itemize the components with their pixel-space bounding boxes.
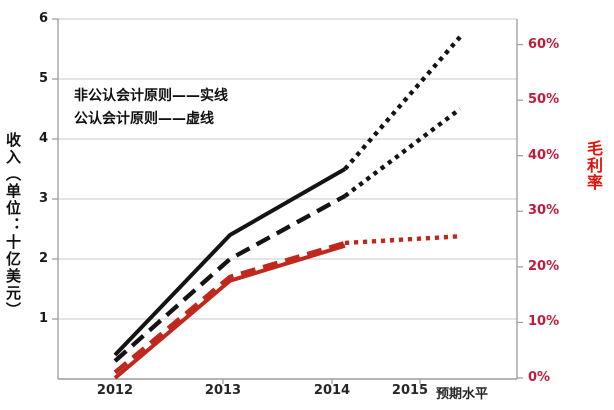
series-非公认会计原则收入-预期点线 [343,35,462,171]
legend-item-non-gaap-solid: 非公认会计原则——实线 [74,88,228,104]
right-axis-tick-label: 10% [528,314,560,330]
series-公认会计原则收入-预期点线 [343,107,462,198]
right-axis-title: 毛利率 [584,140,603,191]
right-axis-tick-label: 0% [528,370,551,385]
series-公认会计原则毛利率-虚线 [113,240,346,375]
left-axis-tick-label: 6 [38,11,48,26]
left-axis-tick-label: 3 [38,191,48,206]
x-axis-tick-label: 2012 [96,383,134,398]
series-非公认会计原则收入-实线 [113,167,346,357]
left-axis-tick-label: 2 [38,251,48,266]
x-axis-annotation-expected: 预期水平 [435,387,489,402]
right-axis-tick-label: 40% [528,147,560,163]
right-axis-tick-label: 20% [528,258,560,274]
left-axis-tick-label: 1 [38,311,48,326]
right-axis-tick-label: 50% [528,92,560,108]
x-axis-tick-label: 2015 [391,383,429,398]
left-axis-tick-label: 5 [38,71,48,86]
legend-item-gaap-dashed: 公认会计原则——虚线 [74,111,214,127]
x-axis-tick-label: 2013 [204,383,242,398]
left-axis-title: 收入（单位：十亿美元） [4,132,22,319]
right-axis-tick-label: 30% [528,203,560,219]
left-axis-tick-label: 4 [38,131,48,146]
x-axis-tick-label: 2014 [313,383,351,398]
series-毛利率-预期点线 [344,234,461,246]
right-axis-tick-label: 60% [528,36,560,52]
series-公认会计原则收入-虚线 [113,194,347,363]
legend: 非公认会计原则——实线 公认会计原则——虚线 [74,85,228,131]
series-非公认会计原则毛利率-实线 [113,243,346,380]
